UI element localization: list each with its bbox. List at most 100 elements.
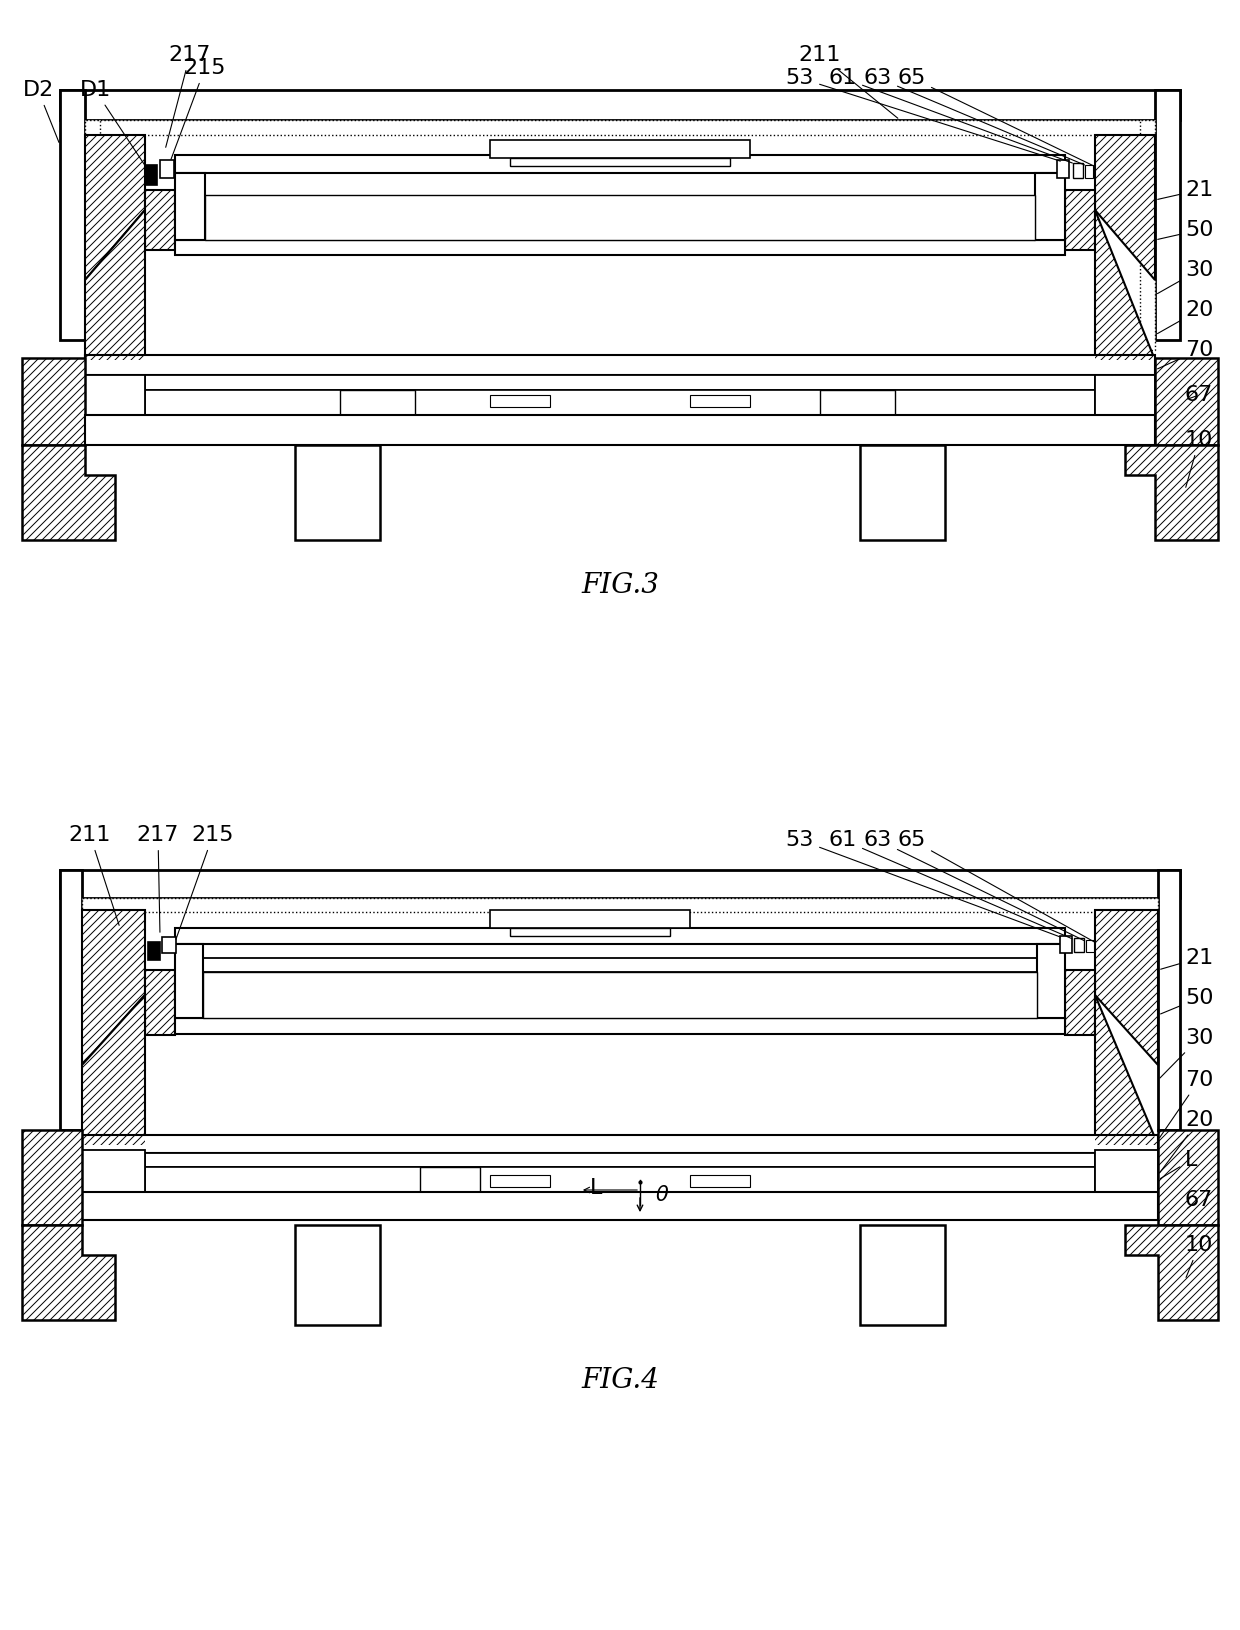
- Text: 20: 20: [1159, 1110, 1214, 1172]
- Bar: [86, 355, 1154, 375]
- Text: 10: 10: [1185, 430, 1214, 487]
- Bar: [175, 958, 1065, 971]
- Bar: [175, 927, 1065, 944]
- Bar: [1037, 944, 1065, 1019]
- Text: 215: 215: [176, 825, 234, 939]
- Text: 63: 63: [864, 830, 1085, 941]
- Text: 215: 215: [171, 59, 226, 160]
- Text: 217: 217: [166, 46, 211, 147]
- Text: FIG.3: FIG.3: [582, 572, 658, 598]
- Text: 63: 63: [864, 68, 1085, 165]
- Text: FIG.4: FIG.4: [582, 1366, 658, 1394]
- Bar: [340, 390, 415, 421]
- Bar: [490, 1175, 551, 1187]
- Bar: [1154, 90, 1180, 341]
- Bar: [205, 196, 1035, 240]
- Bar: [1056, 160, 1069, 178]
- Bar: [148, 942, 160, 960]
- Text: 65: 65: [898, 830, 1096, 942]
- Polygon shape: [22, 359, 86, 445]
- Bar: [145, 1167, 1095, 1192]
- Bar: [162, 937, 176, 954]
- Bar: [490, 910, 689, 927]
- Text: D2: D2: [22, 80, 60, 142]
- Text: 61: 61: [828, 68, 1073, 163]
- Bar: [490, 394, 551, 408]
- Bar: [1095, 1151, 1158, 1192]
- Text: 30: 30: [1157, 261, 1214, 293]
- Bar: [861, 1226, 945, 1325]
- Polygon shape: [1154, 359, 1218, 445]
- Bar: [175, 155, 1065, 173]
- Polygon shape: [145, 970, 175, 1035]
- Bar: [1073, 163, 1083, 178]
- Text: 50: 50: [1158, 220, 1214, 240]
- Bar: [490, 140, 750, 158]
- Bar: [1140, 121, 1154, 350]
- Bar: [1074, 937, 1084, 952]
- Bar: [861, 445, 945, 540]
- Text: 21: 21: [1161, 949, 1213, 970]
- Bar: [1035, 173, 1065, 240]
- Bar: [1158, 870, 1180, 1130]
- Bar: [175, 240, 1065, 254]
- Polygon shape: [1158, 1130, 1218, 1226]
- Bar: [175, 989, 1065, 1004]
- Bar: [145, 165, 157, 184]
- Polygon shape: [22, 445, 115, 540]
- Bar: [1085, 165, 1092, 178]
- Text: 217: 217: [136, 825, 180, 932]
- Text: 70: 70: [1157, 341, 1214, 368]
- Bar: [420, 1167, 480, 1192]
- Bar: [60, 90, 86, 341]
- Polygon shape: [1095, 994, 1158, 1144]
- Polygon shape: [1065, 191, 1095, 249]
- Bar: [175, 944, 203, 1019]
- Bar: [82, 898, 1158, 913]
- Text: 70: 70: [1159, 1069, 1214, 1138]
- Bar: [820, 390, 895, 421]
- Bar: [1086, 941, 1094, 952]
- Polygon shape: [1125, 445, 1218, 540]
- Bar: [86, 375, 145, 421]
- Bar: [689, 1175, 750, 1187]
- Text: L: L: [1161, 1151, 1198, 1178]
- Text: $\theta$: $\theta$: [655, 1185, 670, 1205]
- Polygon shape: [22, 1130, 82, 1226]
- Polygon shape: [1095, 210, 1154, 360]
- Text: D1: D1: [79, 80, 146, 168]
- Text: 10: 10: [1185, 1236, 1214, 1278]
- Text: 53: 53: [786, 68, 1060, 161]
- Text: 61: 61: [828, 830, 1073, 939]
- Bar: [60, 870, 1180, 898]
- Text: 67: 67: [1185, 1190, 1213, 1209]
- Polygon shape: [86, 210, 145, 360]
- Polygon shape: [1125, 1226, 1218, 1320]
- Polygon shape: [86, 135, 145, 280]
- Bar: [60, 870, 82, 1130]
- Bar: [145, 390, 1095, 421]
- Bar: [86, 121, 100, 350]
- Bar: [145, 1152, 1095, 1167]
- Bar: [295, 445, 379, 540]
- Bar: [60, 90, 1180, 121]
- Bar: [1060, 936, 1073, 954]
- Bar: [82, 1151, 145, 1192]
- Bar: [175, 173, 205, 240]
- Text: 65: 65: [898, 68, 1095, 166]
- Text: 211: 211: [68, 825, 119, 926]
- Bar: [160, 160, 174, 178]
- Text: L: L: [590, 1178, 603, 1198]
- Text: 21: 21: [1158, 179, 1213, 200]
- Polygon shape: [1095, 910, 1158, 1064]
- Polygon shape: [145, 191, 175, 249]
- Bar: [295, 1226, 379, 1325]
- Text: 20: 20: [1157, 300, 1214, 334]
- Text: 30: 30: [1159, 1029, 1214, 1077]
- Bar: [510, 927, 670, 936]
- Polygon shape: [82, 994, 145, 1144]
- Bar: [82, 1134, 1158, 1152]
- Bar: [203, 971, 1037, 1019]
- Text: 50: 50: [1161, 988, 1214, 1014]
- Polygon shape: [1065, 970, 1095, 1035]
